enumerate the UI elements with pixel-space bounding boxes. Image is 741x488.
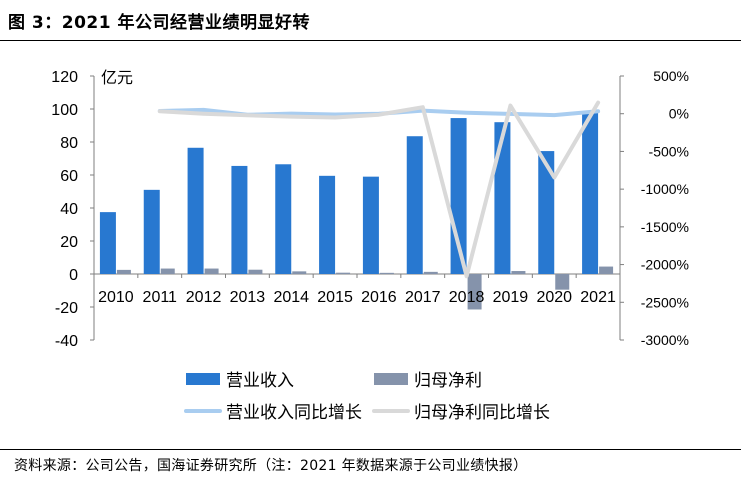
net-profit-bar xyxy=(423,271,438,274)
net-profit-bar xyxy=(511,271,526,274)
x-tick-label: 2012 xyxy=(186,289,222,306)
x-tick-label: 2020 xyxy=(536,289,572,306)
x-tick-label: 2017 xyxy=(405,289,441,306)
revenue-bar xyxy=(582,111,599,274)
x-tick-label: 2018 xyxy=(449,289,485,306)
title-rule xyxy=(0,40,741,41)
y-left-tick-label: 20 xyxy=(60,234,78,251)
x-tick-label: 2021 xyxy=(580,289,616,306)
net-profit-yoy-line xyxy=(157,100,601,279)
net-profit-bar xyxy=(204,268,219,274)
y-right-tick-label: -2000% xyxy=(641,257,689,273)
source-note: 资料来源：公司公告，国海证券研究所（注：2021 年数据来源于公司业绩快报） xyxy=(14,458,528,474)
x-tick-label: 2014 xyxy=(273,289,309,306)
revenue-bar xyxy=(319,175,336,274)
axes xyxy=(90,75,624,341)
y-left-tick-label: -20 xyxy=(55,300,78,317)
axis-labels: -40 -20 0 20 40 60 80 100 120 -3000% -2500% -2000% -… xyxy=(51,68,689,350)
y-right-tick-label: -2500% xyxy=(641,294,689,310)
bars xyxy=(99,111,614,310)
y-right-tick-label: 0% xyxy=(669,106,689,122)
revenue-bar xyxy=(494,122,511,274)
y-left-unit-label: 亿元 xyxy=(101,69,133,87)
x-tick-label: 2010 xyxy=(98,289,134,306)
source-rule xyxy=(0,449,741,450)
y-left-tick-label: -40 xyxy=(55,333,78,350)
x-tick-label: 2011 xyxy=(143,289,178,306)
lines xyxy=(157,100,601,279)
revenue-bar xyxy=(187,147,204,274)
figure-title: 图 3：2021 年公司经营业绩明显好转 xyxy=(8,13,310,33)
x-tick-label: 2016 xyxy=(361,289,397,306)
y-right-tick-label: 500% xyxy=(653,68,689,84)
y-right-tick-label: -1000% xyxy=(641,181,689,197)
net-profit-bar xyxy=(599,266,614,274)
net-profit-bar xyxy=(555,274,570,290)
net-profit-bar xyxy=(248,269,263,274)
revenue-bar xyxy=(275,164,292,274)
y-left-tick-label: 40 xyxy=(60,201,78,218)
x-tick-label: 2015 xyxy=(317,289,353,306)
y-left-tick-label: 0 xyxy=(69,267,78,284)
net-profit-bar xyxy=(160,268,175,274)
y-left-tick-label: 120 xyxy=(51,69,78,86)
y-left-tick-label: 80 xyxy=(60,135,78,152)
legend-net-profit-yoy-label: 归母净利同比增长 xyxy=(414,403,550,422)
legend-net-profit-swatch xyxy=(374,373,408,385)
revenue-bar xyxy=(143,189,160,274)
net-profit-bar xyxy=(467,274,482,310)
net-profit-bar xyxy=(292,271,307,274)
legend-revenue-yoy-label: 营业收入同比增长 xyxy=(226,403,362,422)
x-tick-label: 2013 xyxy=(230,289,266,306)
x-tick-label: 2019 xyxy=(493,289,529,306)
revenue-bar xyxy=(538,151,555,274)
y-left-tick-label: 60 xyxy=(60,168,78,185)
legend-revenue-swatch xyxy=(186,373,220,385)
net-profit-bar xyxy=(379,272,394,274)
legend-revenue-label: 营业收入 xyxy=(226,371,294,390)
y-left-tick-label: 100 xyxy=(51,102,78,119)
revenue-bar xyxy=(231,165,248,274)
legend-net-profit-label: 归母净利 xyxy=(414,371,482,390)
revenue-bar xyxy=(99,212,116,274)
y-right-tick-label: -3000% xyxy=(641,332,689,348)
y-right-tick-label: -1500% xyxy=(641,219,689,235)
y-right-tick-label: -500% xyxy=(649,143,689,159)
revenue-bar xyxy=(362,176,379,274)
revenue-bar xyxy=(406,136,423,274)
net-profit-bar xyxy=(336,272,351,274)
net-profit-bar xyxy=(116,269,131,274)
